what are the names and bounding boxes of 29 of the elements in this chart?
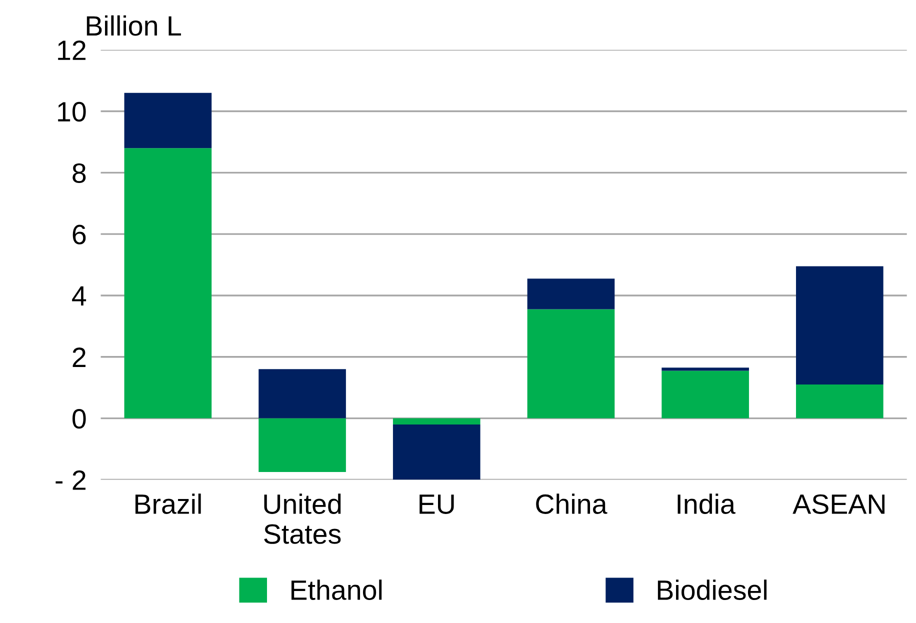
y-tick-label: 8 <box>72 163 86 183</box>
x-tick-label: ASEAN <box>792 494 884 514</box>
x-tick-label: Brazil <box>135 494 201 514</box>
y-tick-label: 6 <box>72 224 86 244</box>
x-tick-label: India <box>678 494 736 514</box>
bar <box>527 309 615 418</box>
x-tick-label: China <box>536 494 608 514</box>
x-tick-label: EU <box>420 494 454 514</box>
bar <box>662 368 749 371</box>
y-tick-label: 2 <box>72 348 86 367</box>
bar <box>392 424 480 480</box>
y-tick-label: 12 <box>58 40 86 60</box>
y-axis-title: Billion L <box>86 15 181 36</box>
legend-label: Ethanol <box>292 580 382 600</box>
bar <box>258 369 346 418</box>
bar <box>392 418 480 424</box>
bar <box>124 92 212 148</box>
bar <box>124 148 212 418</box>
y-tick-label: - 2 <box>56 470 86 490</box>
bar <box>258 418 346 472</box>
bar <box>796 266 884 385</box>
bar <box>796 384 884 418</box>
bar <box>527 278 615 310</box>
bar <box>662 370 749 418</box>
y-tick-label: 0 <box>72 408 86 429</box>
legend-label: Biodiesel <box>658 580 767 600</box>
x-tick-label: United States <box>264 494 341 544</box>
y-tick-label: 4 <box>72 286 86 306</box>
y-tick-label: 10 <box>58 102 86 122</box>
